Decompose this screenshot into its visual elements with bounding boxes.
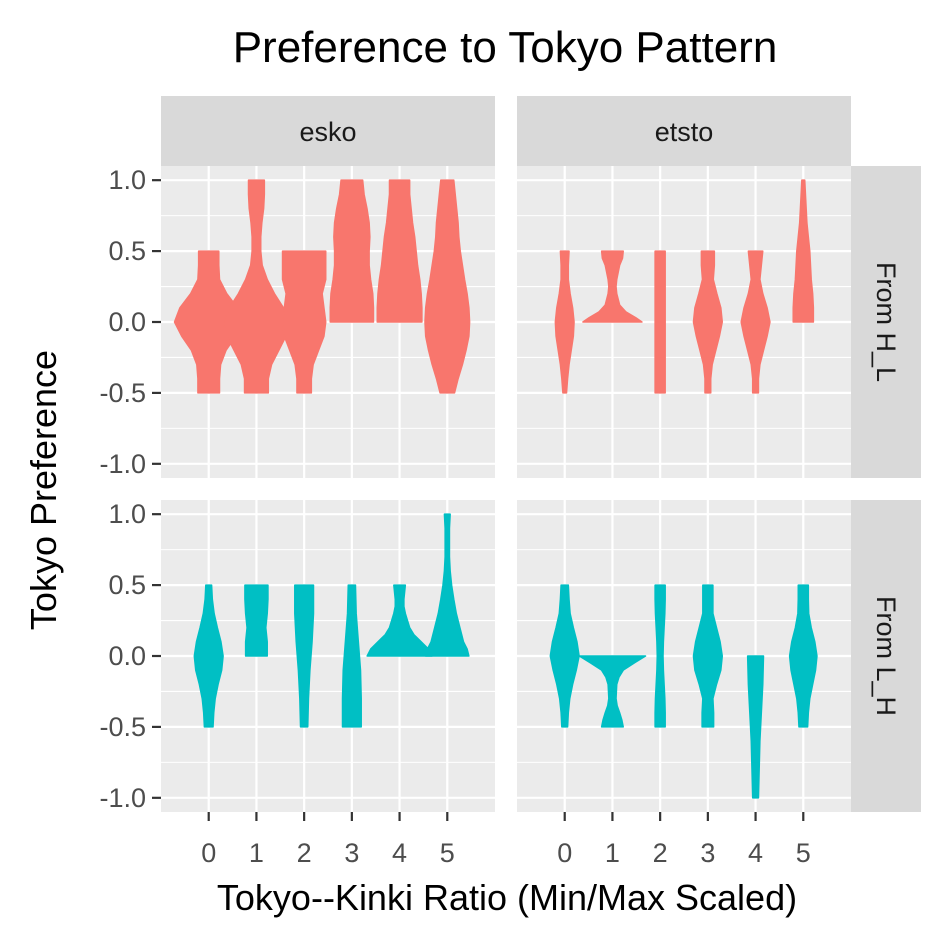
x-tick-label: 1 — [249, 838, 264, 868]
violin-etsto-3 — [692, 584, 724, 728]
y-axis-title: Tokyo Preference — [23, 350, 64, 630]
violin-esko-2 — [281, 250, 327, 394]
x-tick-label: 2 — [653, 838, 668, 868]
panels: esko etsto From H_L From L_H 1.0 0.5 0.0 -0.5 -1… — [99, 96, 921, 868]
facet-label-From L_H: From L_H — [871, 596, 901, 716]
violin-esko-3 — [341, 584, 362, 728]
chart-title: Preference to Tokyo Pattern — [233, 23, 778, 72]
facet-label-etsto: etsto — [655, 117, 714, 147]
facet-strip-From L_H — [851, 500, 921, 812]
x-tick-label: 4 — [748, 838, 763, 868]
y-tick-label: -1.0 — [99, 783, 146, 813]
violin-etsto-3 — [692, 250, 724, 394]
violin-esko-0 — [193, 584, 224, 728]
x-tick-label: 5 — [440, 838, 455, 868]
y-tick-label: 0.5 — [108, 570, 146, 600]
violin-etsto-2 — [654, 250, 666, 394]
x-axis-title: Tokyo--Kinki Ratio (Min/Max Scaled) — [217, 877, 797, 918]
facet-strip-etsto — [517, 96, 851, 166]
x-tick-label: 0 — [201, 838, 216, 868]
violin-esko-2 — [294, 584, 315, 728]
y-tick-label: 0.0 — [108, 641, 146, 671]
x-tick-label: 3 — [700, 838, 715, 868]
violin-etsto-0 — [549, 584, 580, 728]
violin-etsto-1 — [578, 655, 647, 728]
x-tick-label: 5 — [796, 838, 811, 868]
y-tick-label: 1.0 — [108, 499, 146, 529]
violin-esko-5 — [424, 179, 471, 394]
facet-strip-esko — [161, 96, 495, 166]
y-tick-label: 1.0 — [108, 165, 146, 195]
y-tick-label: 0.5 — [108, 236, 146, 266]
x-tick-label: 0 — [557, 838, 572, 868]
facet-label-esko: esko — [299, 117, 356, 147]
violin-esko-4 — [376, 179, 423, 323]
y-tick-label: -0.5 — [99, 378, 146, 408]
x-tick-label: 3 — [344, 838, 359, 868]
facet-label-From H_L: From H_L — [871, 262, 901, 382]
violin-esko-3 — [329, 179, 375, 323]
facet-strip-From H_L — [851, 166, 921, 478]
violin-etsto-5 — [792, 179, 815, 323]
y-tick-label: 0.0 — [108, 307, 146, 337]
x-tick-label: 2 — [297, 838, 312, 868]
x-tick-label: 1 — [605, 838, 620, 868]
violin-etsto-1 — [582, 250, 643, 323]
violin-esko-5 — [424, 513, 470, 657]
violin-etsto-2 — [654, 584, 666, 728]
violin-etsto-4 — [740, 250, 771, 394]
violin-etsto-4 — [746, 655, 765, 799]
y-tick-label: -0.5 — [99, 712, 146, 742]
violin-etsto-0 — [554, 250, 575, 394]
violin-esko-4 — [366, 584, 433, 657]
violin-etsto-5 — [788, 584, 818, 728]
x-tick-label: 4 — [392, 838, 407, 868]
y-tick-label: -1.0 — [99, 449, 146, 479]
violin-esko-1 — [244, 584, 269, 657]
